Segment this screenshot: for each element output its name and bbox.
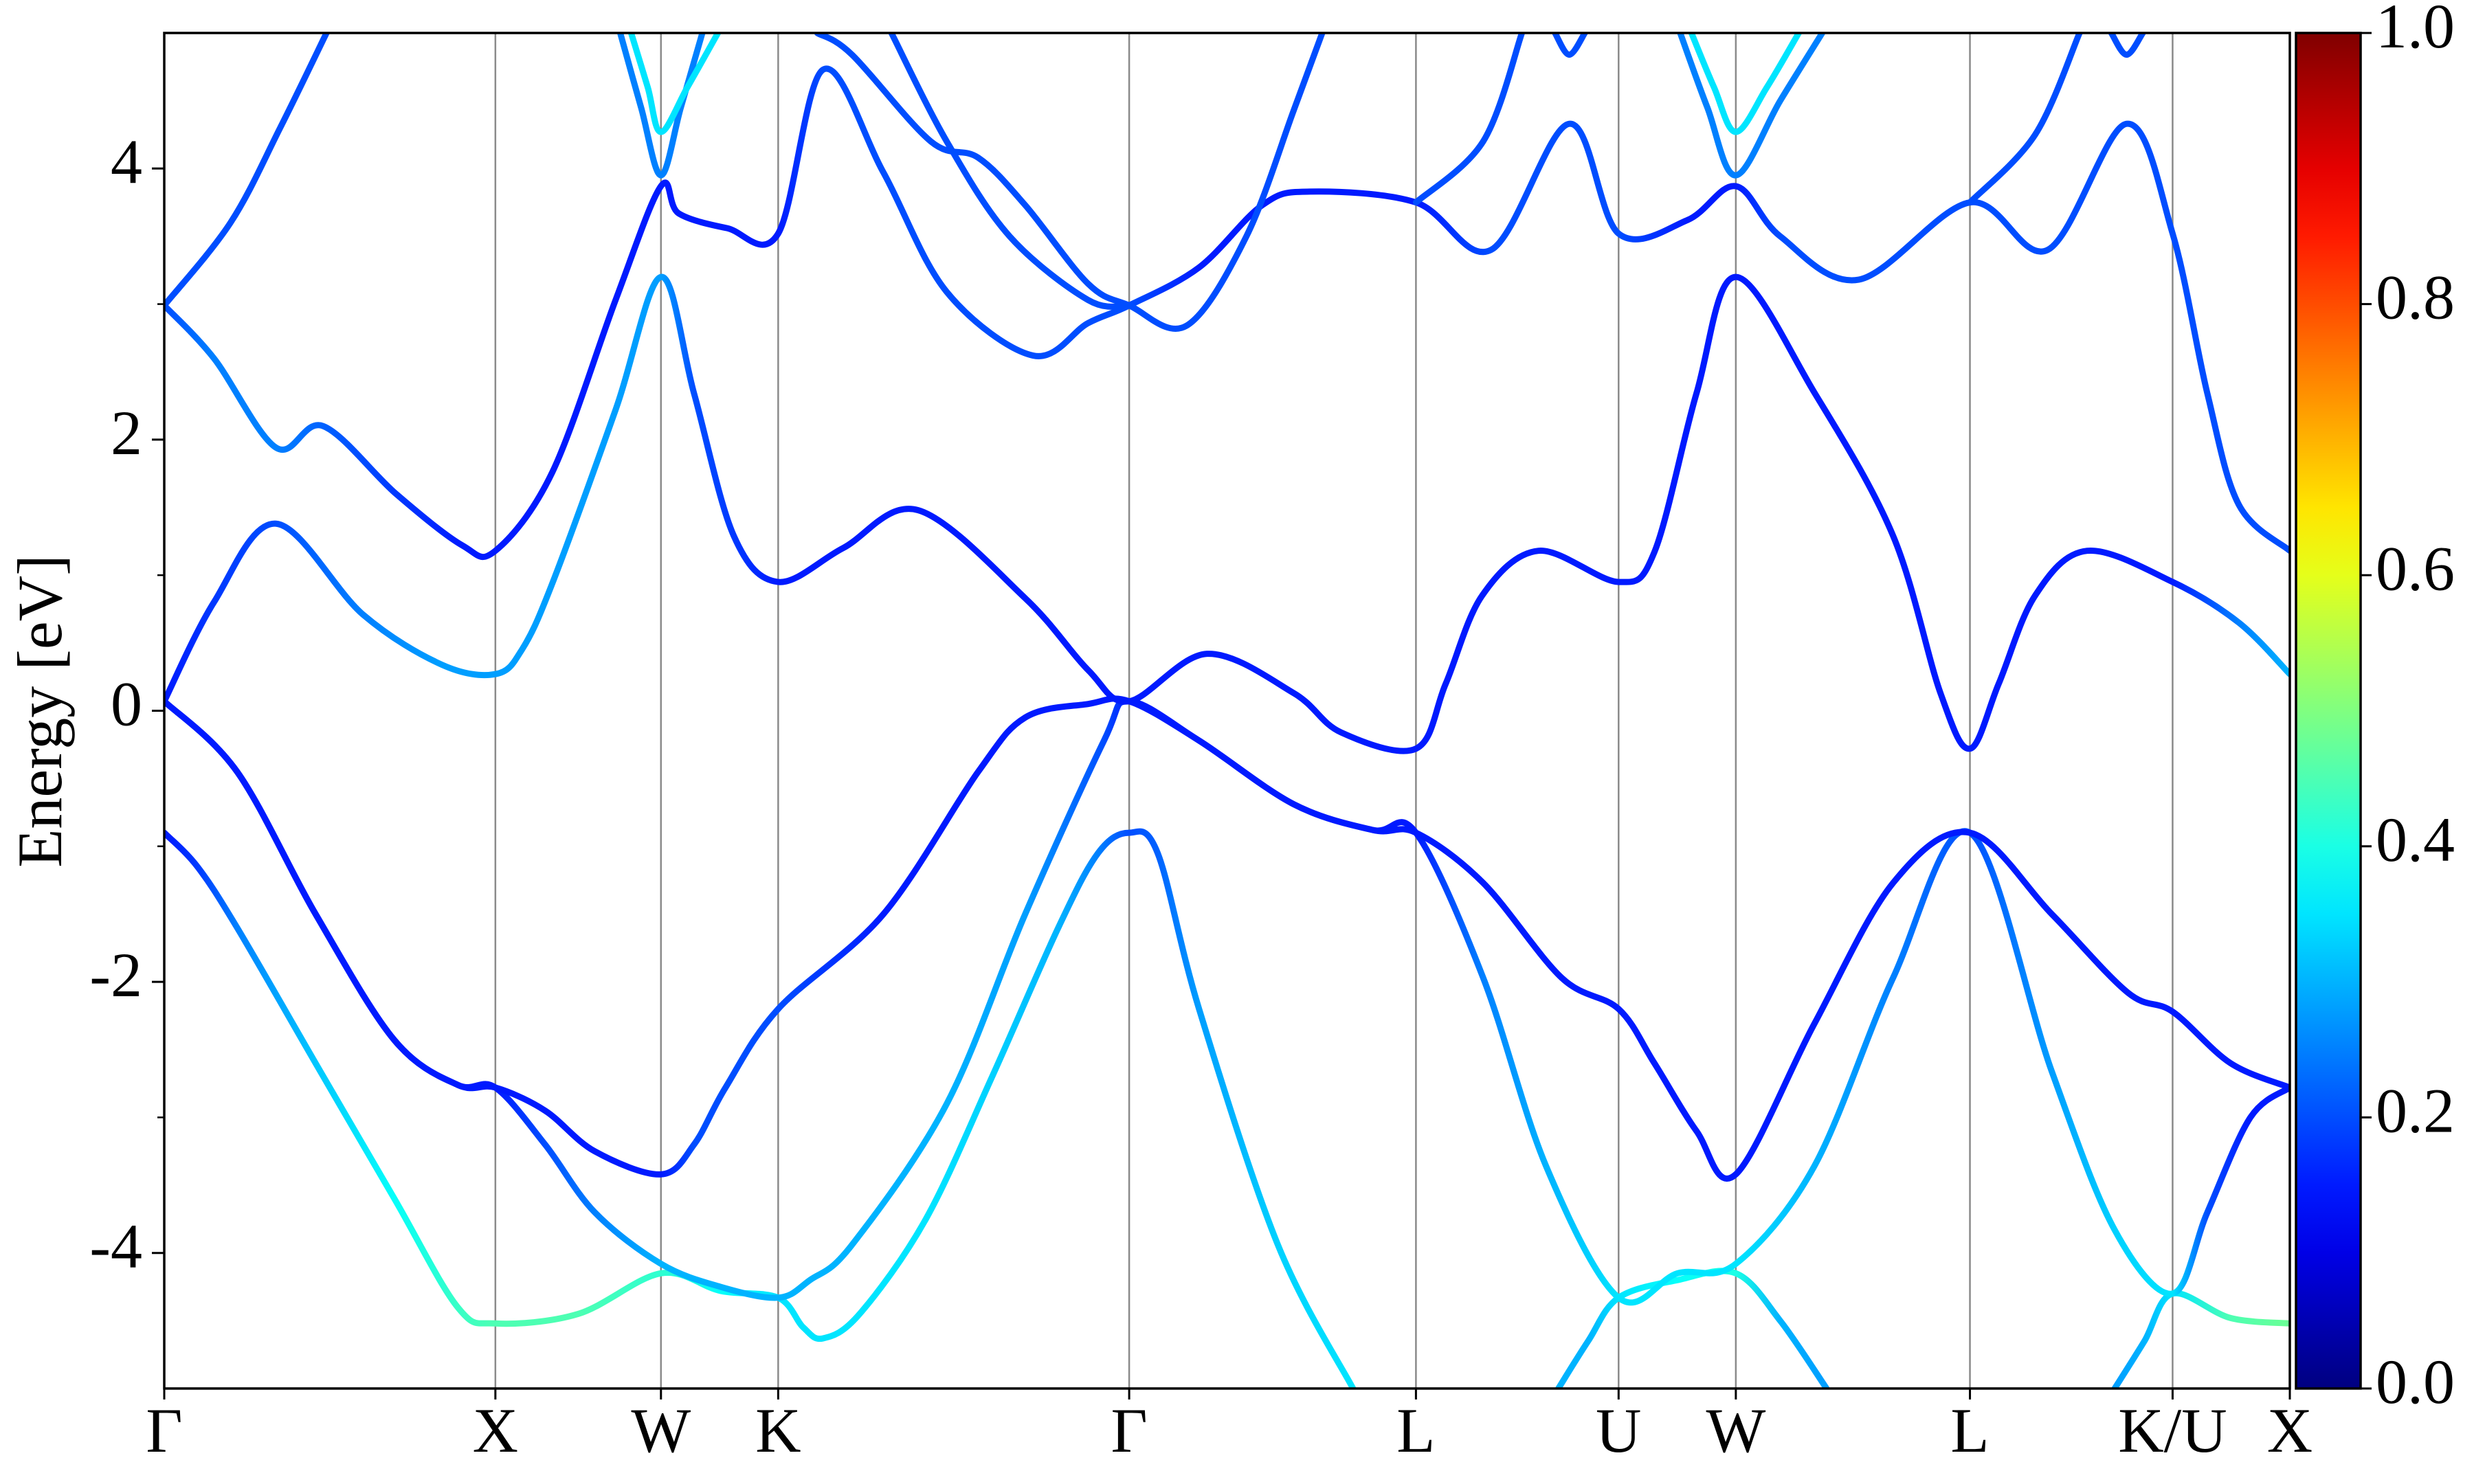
plot-frame: [163, 32, 2291, 1390]
colorbar-tick-label: 0.8: [2376, 262, 2455, 333]
colorbar: [2295, 32, 2362, 1390]
band-line: [164, 65, 2290, 561]
x-tick-label: W: [631, 1395, 691, 1465]
x-tick-label: Γ: [1111, 1395, 1148, 1465]
band-line: [164, 695, 2290, 1182]
y-tick-label: 2: [111, 398, 142, 468]
x-tick-label: W: [1706, 1395, 1765, 1465]
band-line: [164, 273, 2290, 754]
band-line: [164, 33, 2083, 333]
x-tick-label: X: [2267, 1395, 2313, 1465]
colorbar-tick-label: 0.6: [2376, 533, 2455, 603]
bands-layer: [164, 33, 2290, 1389]
x-tick-label: Γ: [146, 1395, 182, 1465]
y-tick-label: -4: [89, 1211, 142, 1281]
x-tick-label: K: [755, 1395, 801, 1465]
x-tick-label: L: [1396, 1395, 1435, 1465]
y-tick-label: 4: [111, 126, 142, 196]
colorbar-tick-label: 0.2: [2376, 1076, 2455, 1146]
colorbar-tick-label: 0.0: [2376, 1347, 2455, 1417]
x-tick-label: K/U: [2118, 1395, 2227, 1465]
colorbar-tick-label: 1.0: [2376, 0, 2455, 61]
x-tick-label: X: [473, 1395, 518, 1465]
y-tick-label: 0: [111, 669, 142, 739]
y-axis-label: Energy [eV]: [5, 554, 75, 868]
colorbar-tick-label: 0.4: [2376, 805, 2455, 875]
band-line: [627, 33, 2146, 310]
x-tick-label: L: [1950, 1395, 1989, 1465]
x-tick-label: U: [1596, 1395, 1641, 1465]
y-tick-label: -2: [89, 940, 142, 1010]
